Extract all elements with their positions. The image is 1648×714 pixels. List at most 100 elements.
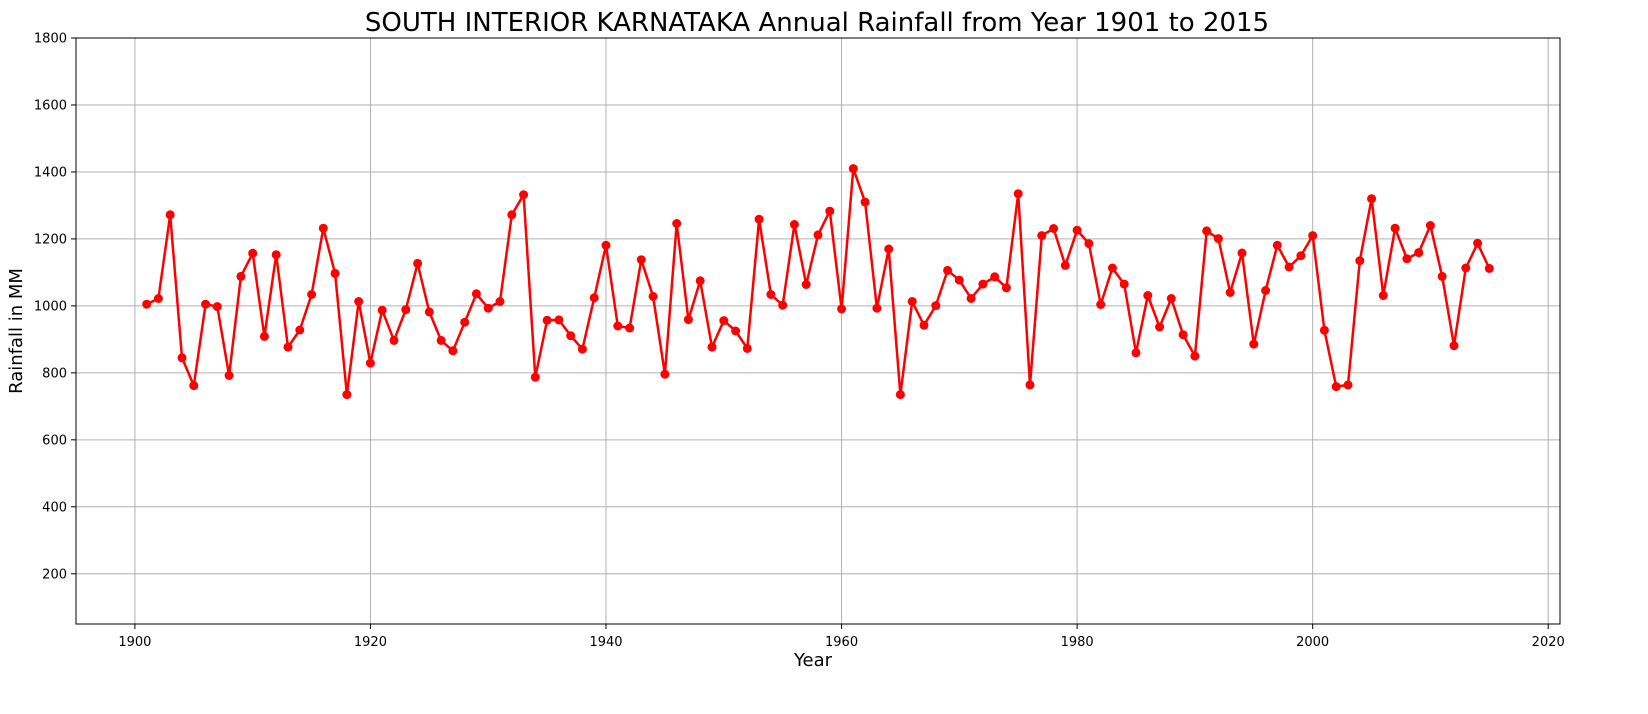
rainfall-point bbox=[837, 304, 847, 314]
rainfall-point bbox=[165, 210, 175, 220]
rainfall-point bbox=[1237, 248, 1247, 258]
rainfall-point bbox=[483, 303, 493, 313]
rainfall-point bbox=[177, 353, 187, 363]
rainfall-point bbox=[1378, 291, 1388, 300]
rainfall-point bbox=[1190, 351, 1200, 361]
rainfall-point bbox=[872, 303, 882, 313]
rainfall-point bbox=[895, 390, 905, 400]
y-tick-label: 800 bbox=[42, 366, 67, 381]
rainfall-point bbox=[318, 223, 328, 233]
rainfall-point bbox=[365, 358, 375, 368]
rainfall-point bbox=[271, 250, 281, 260]
y-tick-label: 400 bbox=[42, 500, 67, 515]
chart-title: SOUTH INTERIOR KARNATAKA Annual Rainfall… bbox=[365, 8, 1269, 38]
y-tick-label: 1800 bbox=[34, 32, 67, 47]
rainfall-point bbox=[389, 335, 399, 345]
rainfall-point bbox=[731, 326, 741, 336]
rainfall-point bbox=[236, 271, 246, 281]
rainfall-point bbox=[672, 219, 682, 228]
rainfall-point bbox=[1084, 239, 1094, 249]
rainfall-point bbox=[1461, 263, 1471, 273]
plot-frame bbox=[75, 37, 1561, 625]
rainfall-point bbox=[589, 293, 599, 303]
rainfall-point bbox=[742, 343, 752, 353]
rainfall-point bbox=[1131, 348, 1141, 358]
rainfall-point bbox=[754, 214, 764, 224]
y-tick-label: 600 bbox=[42, 433, 67, 448]
rainfall-point bbox=[495, 297, 505, 306]
x-tick-label: 1900 bbox=[118, 635, 151, 650]
rainfall-point bbox=[707, 342, 717, 352]
rainfall-point bbox=[1213, 234, 1223, 244]
rainfall-point bbox=[625, 323, 635, 333]
rainfall-point bbox=[307, 290, 317, 299]
rainfall-point bbox=[1414, 248, 1424, 258]
rainfall-point bbox=[884, 244, 894, 254]
rainfall-point bbox=[342, 390, 352, 400]
rainfall-point bbox=[436, 335, 446, 345]
rainfall-point bbox=[778, 300, 788, 310]
rainfall-point bbox=[1096, 300, 1106, 309]
x-axis-ticks: 1900 1920 1940 1960 1980 2000 2020 bbox=[118, 624, 1565, 650]
rainfall-point bbox=[471, 289, 481, 299]
rainfall-point bbox=[554, 315, 564, 325]
rainfall-point bbox=[648, 292, 658, 301]
rainfall-point bbox=[719, 316, 729, 326]
rainfall-point bbox=[1296, 251, 1306, 261]
rainfall-point bbox=[295, 325, 305, 335]
rainfall-point bbox=[1107, 263, 1117, 273]
rainfall-point bbox=[153, 294, 163, 303]
x-tick-label: 2020 bbox=[1532, 635, 1565, 650]
rainfall-point bbox=[1331, 382, 1341, 392]
rainfall-point bbox=[1013, 189, 1023, 199]
y-tick-label: 200 bbox=[42, 567, 67, 582]
rainfall-series bbox=[142, 164, 1494, 400]
rainfall-point bbox=[519, 190, 529, 200]
rainfall-point bbox=[577, 344, 587, 354]
y-tick-label: 1000 bbox=[34, 299, 67, 314]
rainfall-point bbox=[1072, 225, 1082, 235]
rainfall-point bbox=[1249, 339, 1259, 349]
rainfall-point bbox=[330, 268, 340, 278]
rainfall-point bbox=[1060, 260, 1070, 270]
rainfall-point bbox=[1425, 221, 1435, 230]
y-axis-ticks: 200 400 600 800 1000 1200 1400 1600 1800 bbox=[34, 32, 76, 582]
rainfall-point bbox=[1355, 256, 1365, 266]
rainfall-point bbox=[813, 230, 823, 240]
rainfall-point bbox=[1367, 194, 1377, 204]
rainfall-point bbox=[1343, 380, 1353, 390]
rainfall-point bbox=[990, 272, 1000, 282]
rainfall-point bbox=[460, 317, 470, 327]
rainfall-line bbox=[146, 167, 1491, 396]
rainfall-point bbox=[1272, 240, 1282, 250]
rainfall-point bbox=[978, 279, 988, 289]
rainfall-point bbox=[542, 315, 552, 325]
rainfall-point bbox=[825, 206, 835, 216]
rainfall-point bbox=[1001, 283, 1011, 293]
rainfall-point bbox=[507, 210, 517, 220]
rainfall-point bbox=[566, 331, 576, 341]
y-axis-label: Rainfall in MM bbox=[6, 268, 27, 394]
x-tick-label: 1980 bbox=[1061, 635, 1094, 650]
rainfall-point bbox=[1049, 224, 1059, 233]
rainfall-point bbox=[931, 301, 941, 311]
rainfall-point bbox=[283, 342, 293, 352]
rainfall-point bbox=[530, 372, 540, 382]
y-tick-label: 1600 bbox=[34, 98, 67, 113]
rainfall-point bbox=[1473, 238, 1483, 248]
rainfall-point bbox=[907, 297, 917, 306]
rainfall-point bbox=[1484, 263, 1494, 273]
rainfall-point bbox=[1308, 231, 1318, 241]
rainfall-point bbox=[789, 220, 799, 229]
rainfall-point bbox=[1319, 325, 1329, 335]
rainfall-point bbox=[636, 255, 646, 265]
rainfall-point bbox=[1449, 341, 1459, 351]
rainfall-point bbox=[860, 197, 870, 207]
rainfall-point bbox=[1143, 291, 1153, 300]
rainfall-point bbox=[1225, 288, 1235, 297]
rainfall-point bbox=[248, 248, 258, 258]
rainfall-point bbox=[660, 369, 670, 379]
rainfall-point bbox=[613, 321, 623, 331]
y-tick-label: 1200 bbox=[34, 232, 67, 247]
rainfall-point bbox=[601, 240, 611, 250]
